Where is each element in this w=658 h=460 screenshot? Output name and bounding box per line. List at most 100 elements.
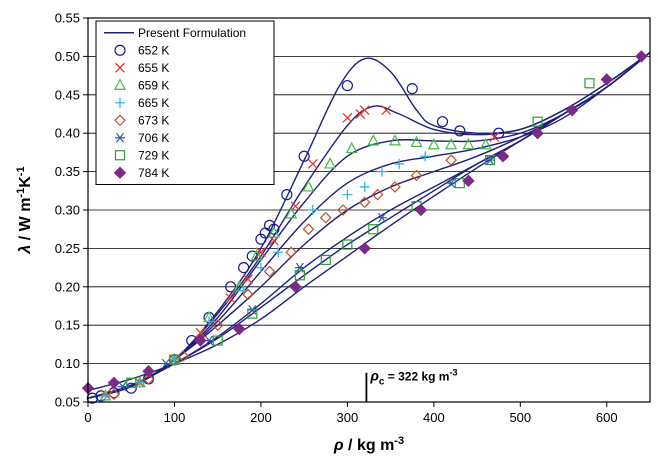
marker-plus (342, 189, 353, 200)
marker-triangle (479, 137, 492, 150)
marker-diamond (496, 150, 510, 163)
marker-plus (376, 166, 387, 177)
legend: Present Formulation 652 K 655 K 659 K 665 K 6… (95, 20, 275, 185)
marker-diamond (414, 203, 428, 217)
marker-plus (115, 97, 125, 108)
marker-diamond (194, 334, 207, 347)
y-tick-label: 0.15 (55, 318, 80, 333)
marker-triangle (302, 180, 315, 192)
y-tick-label: 0.35 (55, 164, 80, 179)
marker-circle (454, 125, 466, 137)
marker-square (212, 335, 223, 346)
marker-circle (493, 127, 505, 139)
x-tick-label: 600 (596, 410, 618, 425)
marker-triangle (250, 249, 263, 261)
legend-label: 665 K (138, 96, 169, 110)
y-tick-label: 0.50 (55, 49, 80, 64)
marker-diamond-open (114, 114, 126, 127)
marker-plus (100, 390, 111, 401)
axis-ticks: 0 100 200 300 400 500 600 0.05 0.10 0.15 0.20 0.25 0… (55, 11, 618, 426)
marker-plus (204, 316, 215, 327)
y-axis-unit-2: K (17, 176, 34, 188)
marker-triangle (285, 207, 298, 219)
legend-label: 659 K (138, 78, 169, 92)
marker-triangle (410, 135, 423, 148)
legend-box (95, 20, 275, 185)
marker-asterisk (485, 155, 496, 165)
marker-circle (281, 189, 293, 201)
marker-triangle (324, 157, 337, 169)
marker-triangle (445, 137, 458, 150)
legend-label: Present Formulation (138, 26, 246, 40)
marker-square (247, 308, 258, 319)
annotation-exponent: -3 (449, 367, 457, 377)
x-tick-label: 100 (164, 410, 186, 425)
marker-square (294, 270, 305, 281)
x-tick-label: 0 (84, 410, 91, 425)
marker-square (169, 354, 180, 365)
marker-triangle (114, 78, 126, 90)
y-axis-symbol: λ (17, 245, 34, 255)
series-665-k (100, 151, 431, 401)
marker-plus (134, 377, 145, 388)
marker-asterisk (446, 178, 457, 188)
series-784-k (81, 50, 648, 395)
y-tick-label: 0.05 (55, 395, 80, 410)
axis-titles: ρ / kg m-3λ / W m-1K-1 (15, 166, 404, 454)
marker-x (115, 62, 125, 73)
marker-x (342, 112, 353, 123)
y-tick-label: 0.45 (55, 87, 80, 102)
x-tick-label: 400 (423, 410, 445, 425)
marker-diamond (600, 73, 613, 86)
marker-diamond (462, 174, 475, 188)
marker-diamond-open (242, 288, 254, 301)
y-axis-unit: / W m (17, 198, 34, 245)
critical-density-label: ρc = 322 kg m-3 (369, 367, 457, 387)
annotation-symbol: ρ (369, 367, 379, 383)
y-tick-label: 0.20 (55, 279, 80, 294)
marker-circle (114, 44, 126, 56)
marker-plus (169, 354, 180, 365)
marker-circle (268, 223, 280, 235)
marker-x (359, 105, 370, 116)
legend-label: 706 K (138, 131, 169, 145)
marker-circle (125, 382, 137, 394)
marker-diamond-open (108, 388, 120, 401)
marker-plus (273, 247, 284, 258)
critical-density-annotation: ρc = 322 kg m-3 (365, 367, 458, 402)
marker-diamond-open (337, 204, 349, 216)
marker-triangle (367, 134, 380, 146)
marker-x (242, 274, 253, 285)
marker-diamond (113, 166, 127, 179)
marker-square (320, 254, 331, 266)
marker-diamond (233, 322, 246, 336)
marker-x (307, 158, 318, 169)
annotation-subscript: c (379, 376, 385, 387)
marker-diamond (142, 365, 155, 378)
marker-square (126, 377, 137, 388)
y-tick-label: 0.10 (55, 356, 80, 371)
x-tick-label: 300 (337, 410, 359, 425)
x-axis-exponent: -3 (394, 435, 404, 447)
marker-plus (307, 205, 318, 215)
marker-diamond (289, 280, 302, 294)
marker-square (342, 239, 353, 250)
series-659-k (99, 134, 492, 401)
marker-diamond-open (142, 373, 155, 385)
marker-diamond-open (211, 319, 224, 332)
x-axis-symbol: ρ (333, 437, 344, 454)
legend-label: 729 K (138, 148, 169, 162)
x-tick-label: 200 (250, 410, 272, 425)
marker-asterisk (376, 212, 387, 223)
marker-diamond-open (263, 265, 276, 278)
marker-circle (436, 116, 449, 128)
marker-circle (86, 392, 98, 404)
y-tick-label: 0.40 (55, 126, 80, 141)
y-tick-label: 0.25 (55, 241, 80, 256)
series-706-k (117, 155, 496, 392)
legend-label: 655 K (138, 61, 169, 75)
marker-plus (394, 158, 405, 169)
y-axis-exponent-1: -1 (15, 188, 27, 198)
x-axis-title: ρ / kg m-3 (333, 435, 404, 454)
marker-asterisk (160, 358, 171, 369)
